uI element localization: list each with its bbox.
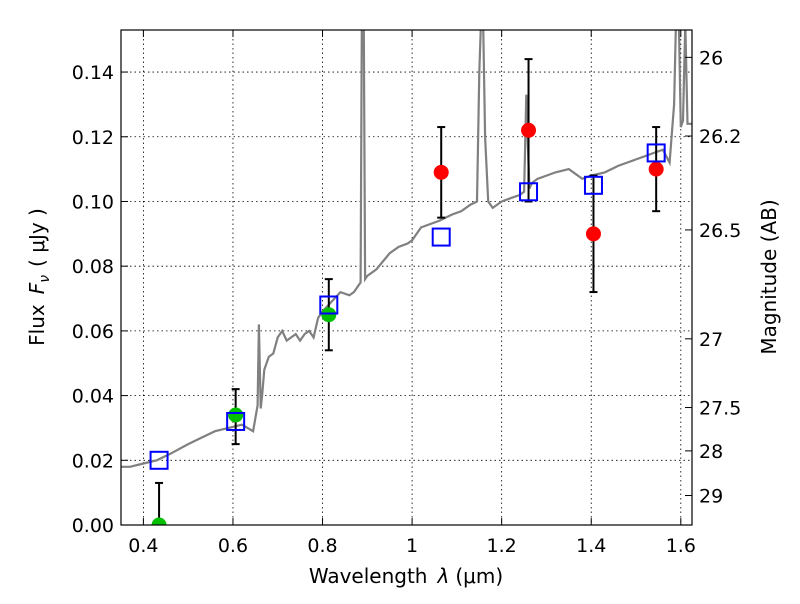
axes: 0.4 0.6 0.8 1 1.2 1.4 1.6 0.00 0.02 0.04 0.06 0.08 0…	[72, 30, 741, 557]
y2-axis-label: Magnitude (AB)	[757, 199, 781, 354]
model-point	[319, 295, 339, 315]
x-tick-label: 1.4	[576, 535, 606, 557]
y2-tick-label: 27	[699, 329, 723, 351]
y-axis-label: FluxFν( μJy )	[25, 208, 53, 346]
y2-tick-label: 29	[699, 485, 723, 507]
y2-tick-label: 28	[699, 441, 723, 463]
model-point	[519, 182, 539, 202]
model-point	[431, 227, 451, 247]
x-tick-label: 0.8	[307, 535, 337, 557]
observed-point	[433, 164, 449, 180]
observed-points	[151, 122, 664, 525]
model-spectrum-line	[121, 30, 692, 468]
observed-point	[585, 226, 601, 242]
x-tick-label: 1.2	[487, 535, 517, 557]
y2-tick-label: 27.5	[699, 398, 741, 420]
model-point	[149, 450, 169, 470]
plot-frame	[120, 29, 693, 526]
model-point	[226, 411, 246, 431]
y-tick-label: 0.14	[72, 62, 114, 84]
error-bars	[155, 58, 661, 525]
y2-tick-label: 26.2	[699, 126, 741, 148]
observed-point	[521, 122, 537, 138]
observed-point	[648, 161, 664, 177]
y-tick-label: 0.04	[72, 386, 114, 408]
x-tick-label: 0.4	[128, 535, 158, 557]
model-point	[583, 175, 603, 195]
x-axis-label: Wavelength λ (μm)	[309, 564, 503, 588]
y-tick-label: 0.08	[72, 256, 114, 278]
y2-tick-label: 26	[699, 47, 723, 69]
observed-point	[321, 307, 337, 323]
x-tick-label: 0.6	[218, 535, 248, 557]
grid	[121, 30, 692, 526]
y-tick-label: 0.12	[72, 127, 114, 149]
observed-point	[228, 407, 244, 423]
y-tick-label: 0.00	[72, 515, 114, 537]
model-points	[149, 143, 666, 470]
y2-tick-label: 26.5	[699, 220, 741, 242]
y-tick-label: 0.02	[72, 450, 114, 472]
model-point	[646, 143, 666, 163]
y-tick-label: 0.06	[72, 321, 114, 343]
y-tick-label: 0.10	[72, 191, 114, 213]
observed-point	[151, 517, 167, 525]
x-tick-label: 1.6	[666, 535, 696, 557]
x-tick-label: 1	[406, 535, 418, 557]
